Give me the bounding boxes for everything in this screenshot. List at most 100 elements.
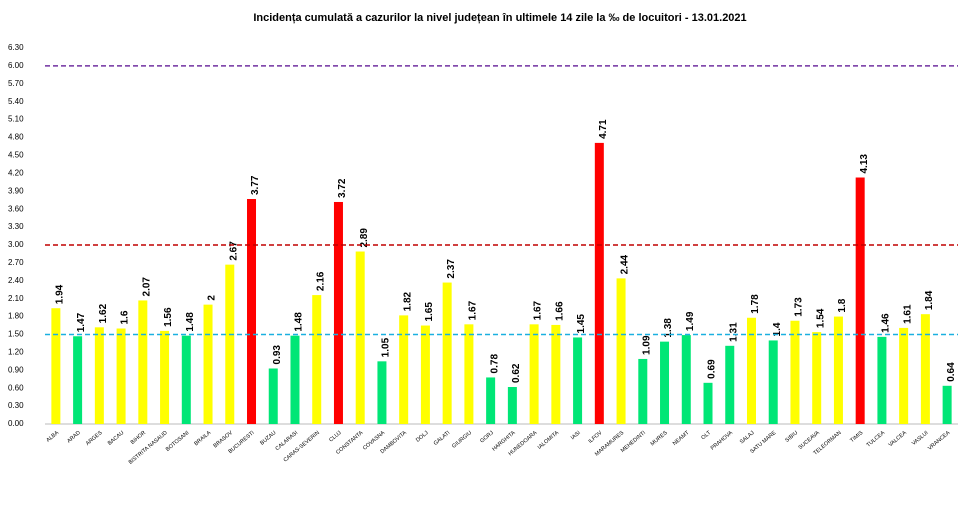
value-label: 0.62 — [511, 363, 522, 383]
value-label: 1.65 — [424, 302, 435, 322]
value-label: 1.61 — [902, 304, 913, 324]
value-label: 1.38 — [663, 318, 674, 338]
value-label: 2.07 — [141, 277, 152, 297]
value-label: 1.48 — [185, 312, 196, 332]
y-tick-label: 5.10 — [8, 115, 24, 124]
value-label: 3.72 — [337, 178, 348, 198]
value-label: 1.82 — [402, 291, 413, 311]
value-label: 1.48 — [294, 312, 305, 332]
y-tick-label: 4.50 — [8, 151, 24, 160]
x-tick-label: BUZAU — [259, 430, 277, 447]
value-label: 1.05 — [381, 337, 392, 357]
bar — [420, 325, 430, 424]
x-tick-label: IALOMITA — [537, 430, 560, 451]
value-label: 0.93 — [272, 345, 283, 365]
bar — [529, 324, 539, 424]
x-tick-label: ALBA — [45, 430, 60, 444]
bar — [920, 314, 930, 424]
value-label: 4.13 — [859, 154, 870, 174]
bar — [616, 278, 626, 424]
x-tick-label: ILFOV — [587, 430, 603, 445]
x-tick-label: GIURGIU — [451, 430, 473, 450]
bar — [833, 316, 843, 424]
bar — [464, 324, 474, 424]
bar — [594, 142, 604, 424]
x-tick-label: OLT — [700, 430, 712, 442]
y-tick-label: 3.30 — [8, 222, 24, 231]
bar — [790, 320, 800, 424]
chart-title: Incidența cumulată a cazurilor la nivel … — [253, 12, 746, 24]
x-tick-label: VRANCEA — [927, 430, 951, 452]
y-tick-label: 3.60 — [8, 204, 24, 213]
value-label: 1.66 — [554, 301, 565, 321]
value-label: 1.4 — [772, 322, 783, 336]
x-tick-label: PRAHOVA — [710, 430, 734, 452]
bar — [638, 358, 648, 424]
bar — [312, 295, 322, 424]
bar — [355, 251, 365, 424]
y-tick-label: 0.30 — [8, 401, 24, 410]
bar — [442, 282, 452, 424]
bar — [203, 304, 213, 424]
bar — [181, 335, 191, 424]
y-tick-label: 0.00 — [8, 419, 24, 428]
y-tick-label: 6.30 — [8, 43, 24, 52]
y-tick-label: 0.60 — [8, 383, 24, 392]
y-tick-label: 1.50 — [8, 330, 24, 339]
y-tick-label: 5.70 — [8, 79, 24, 88]
bar — [681, 335, 691, 424]
bar — [138, 300, 148, 424]
y-tick-label: 1.80 — [8, 312, 24, 321]
bar — [399, 315, 409, 424]
value-label: 0.78 — [489, 354, 500, 374]
bar — [660, 341, 670, 424]
bar — [703, 382, 713, 424]
bar — [877, 336, 887, 424]
x-tick-label: BRAILA — [193, 430, 212, 447]
y-tick-label: 0.90 — [8, 365, 24, 374]
bar — [768, 340, 778, 424]
value-label: 1.94 — [55, 284, 66, 304]
y-tick-label: 6.00 — [8, 61, 24, 70]
x-tick-label: TIMIS — [849, 430, 864, 444]
value-label: 1.8 — [837, 298, 848, 312]
x-tick-label: MURES — [650, 430, 669, 448]
y-tick-label: 2.10 — [8, 294, 24, 303]
bar — [73, 336, 83, 424]
value-label: 0.69 — [707, 359, 718, 379]
value-label: 1.67 — [468, 300, 479, 320]
y-tick-label: 4.80 — [8, 133, 24, 142]
x-tick-label: IASI — [570, 430, 582, 442]
value-label: 2.89 — [359, 228, 370, 248]
value-label: 1.54 — [815, 308, 826, 328]
y-tick-label: 1.20 — [8, 347, 24, 356]
value-label: 1.62 — [98, 303, 109, 323]
bar — [51, 308, 61, 424]
bar — [225, 264, 235, 424]
bar — [333, 201, 343, 424]
bar — [899, 327, 909, 424]
value-label: 3.77 — [250, 175, 261, 195]
y-tick-label: 4.20 — [8, 168, 24, 177]
y-tick-label: 2.70 — [8, 258, 24, 267]
value-label: 1.56 — [163, 307, 174, 327]
bar — [486, 377, 496, 424]
bar — [247, 198, 257, 424]
x-tick-label: CLUJ — [328, 430, 343, 444]
bar — [812, 332, 822, 424]
x-tick-label: BIHOR — [130, 430, 147, 446]
value-label: 2.37 — [446, 259, 457, 279]
value-label: 1.84 — [924, 290, 935, 310]
x-tick-label: VASLUI — [911, 430, 930, 447]
y-tick-label: 3.00 — [8, 240, 24, 249]
bar — [551, 324, 561, 424]
value-label: 4.71 — [598, 119, 609, 139]
x-tick-label: GORJ — [479, 430, 495, 445]
bar — [855, 177, 865, 424]
value-label: 1.45 — [576, 314, 587, 334]
bar — [725, 345, 735, 424]
y-tick-label: 3.90 — [8, 186, 24, 195]
x-tick-label: BOTOSANI — [165, 430, 191, 453]
